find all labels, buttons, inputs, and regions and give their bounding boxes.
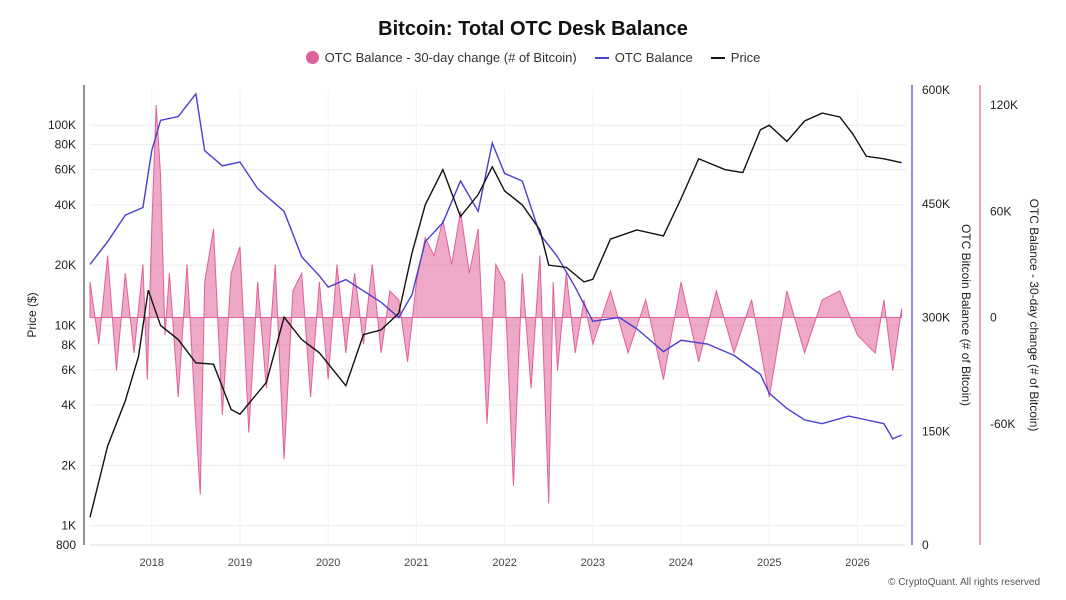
legend-item-balance[interactable]: OTC Balance bbox=[594, 50, 693, 65]
legend-line-icon bbox=[594, 56, 609, 59]
change-tick-label: 120K bbox=[990, 98, 1018, 112]
x-tick-label: 2021 bbox=[404, 557, 428, 569]
series-change-area bbox=[89, 104, 903, 504]
change-area-layer bbox=[89, 104, 903, 504]
legend-label-price: Price bbox=[730, 50, 761, 65]
x-tick-label: 2024 bbox=[669, 557, 693, 569]
balance-tick-label: 300K bbox=[922, 311, 950, 325]
x-tick-label: 2025 bbox=[757, 557, 781, 569]
series-price-line bbox=[89, 112, 902, 518]
legend-label-balance: OTC Balance bbox=[614, 50, 693, 65]
x-tick-label: 2023 bbox=[581, 557, 605, 569]
price-tick-label: 20K bbox=[55, 258, 76, 272]
x-tick-label: 2018 bbox=[140, 557, 164, 569]
balance-tick-label: 0 bbox=[922, 538, 929, 552]
price-tick-label: 6K bbox=[61, 363, 76, 377]
x-tick-label: 2022 bbox=[492, 557, 516, 569]
chart-title: Bitcoin: Total OTC Desk Balance bbox=[378, 18, 688, 40]
price-axis-title: Price ($) bbox=[25, 292, 39, 337]
change-tick-label: 60K bbox=[990, 204, 1011, 218]
price-tick-label: 1K bbox=[61, 519, 76, 533]
change-tick-label: 0 bbox=[990, 311, 997, 325]
x-tick-label: 2026 bbox=[845, 557, 869, 569]
series-balance-line bbox=[89, 92, 902, 440]
balance-tick-label: 150K bbox=[922, 424, 950, 438]
balance-tick-label: 600K bbox=[922, 83, 950, 97]
legend-item-price[interactable]: Price bbox=[710, 50, 761, 65]
price-tick-label: 8K bbox=[61, 338, 76, 352]
price-tick-label: 80K bbox=[55, 138, 76, 152]
chart-legend: OTC Balance - 30-day change (# of Bitcoi… bbox=[0, 50, 1066, 65]
price-tick-label: 2K bbox=[61, 458, 76, 472]
price-tick-label: 4K bbox=[61, 398, 76, 412]
price-tick-label: 60K bbox=[55, 163, 76, 177]
chart-axes: 100K 80K 60K 40K 20K 10K 8K 6K 4K 2K 1K 800 600K 450K… bbox=[25, 83, 1041, 569]
balance-tick-label: 450K bbox=[922, 197, 950, 211]
legend-item-change[interactable]: OTC Balance - 30-day change (# of Bitcoi… bbox=[305, 50, 577, 65]
x-tick-label: 2019 bbox=[228, 557, 252, 569]
price-line-layer bbox=[89, 112, 902, 518]
price-tick-label: 100K bbox=[48, 118, 76, 132]
price-tick-label: 40K bbox=[55, 198, 76, 212]
price-tick-label: 10K bbox=[55, 318, 76, 332]
balance-line-layer bbox=[89, 92, 902, 440]
x-tick-label: 2020 bbox=[316, 557, 340, 569]
balance-axis-title: OTC Bitcoin Balance (# of Bitcoin) bbox=[959, 224, 973, 406]
change-tick-label: -60K bbox=[990, 417, 1015, 431]
legend-line-icon bbox=[710, 56, 725, 59]
legend-dot-icon bbox=[305, 51, 319, 64]
change-axis-title: OTC Balance - 30-day change (# of Bitcoi… bbox=[1027, 199, 1041, 432]
price-tick-label: 800 bbox=[56, 538, 76, 552]
copyright-footer: © CryptoQuant. All rights reserved bbox=[888, 577, 1040, 588]
legend-label-change: OTC Balance - 30-day change (# of Bitcoi… bbox=[324, 50, 577, 65]
